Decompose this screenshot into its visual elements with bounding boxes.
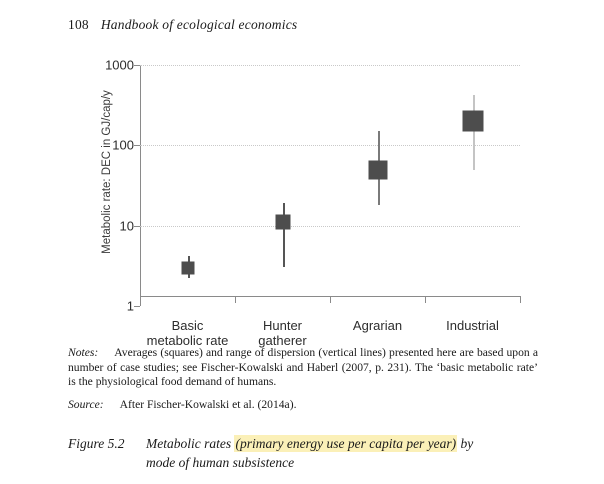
figure-caption: Figure 5.2 Metabolic rates (primary energ… — [68, 434, 548, 472]
metabolic-rate-chart: Metabolic rate: DEC in GJ/cap/y 1000 100 1… — [0, 48, 604, 348]
source-label: Source: — [68, 398, 104, 411]
source-text: After Fischer-Kowalski et al. (2014a). — [119, 398, 297, 411]
source-block: Source: After Fischer-Kowalski et al. (20… — [68, 398, 538, 413]
x-tick-mark-3 — [425, 296, 426, 303]
x-axis-label-3: Industrial — [446, 318, 499, 333]
gridline-100 — [140, 145, 520, 147]
book-title: Handbook of ecological economics — [100, 17, 298, 32]
figure-number: Figure 5.2 — [68, 436, 125, 451]
y-tick-label-1: 1 — [126, 298, 134, 314]
data-square-0 — [181, 261, 194, 275]
error-bar-1 — [282, 203, 285, 267]
notes-text: Averages (squares) and range of dispersi… — [68, 346, 538, 389]
x-tick-mark-4 — [520, 296, 521, 303]
running-head: 108 Handbook of ecological economics — [68, 17, 297, 33]
caption-text-before: Metabolic rates — [146, 436, 235, 451]
figure-5-2: Metabolic rate: DEC in GJ/cap/y 1000 100 1… — [0, 48, 604, 348]
notes-block: Notes: Averages (squares) and range of di… — [68, 346, 538, 390]
gridline-10 — [140, 225, 520, 227]
notes-label: Notes: — [68, 346, 99, 359]
y-tick-label-10: 10 — [119, 218, 134, 234]
y-tick-mark-10 — [134, 225, 140, 227]
y-tick-label-1000: 1000 — [105, 57, 134, 73]
data-square-3 — [462, 110, 483, 132]
y-tick-mark-1000 — [134, 65, 140, 66]
caption-text-after: by — [457, 436, 474, 451]
caption-line-2: mode of human subsistence — [146, 455, 295, 470]
plot-area — [140, 65, 520, 306]
x-axis-label-2: Agrarian — [352, 318, 403, 333]
x-tick-mark-1 — [235, 296, 236, 303]
y-axis-title: Metabolic rate: DEC in GJ/cap/y — [101, 90, 113, 254]
x-axis-label-0: Basic metabolic rate — [146, 318, 229, 348]
x-axis-label-1: Hunter gatherer — [258, 318, 307, 348]
data-square-1 — [275, 214, 290, 230]
y-tick-label-100: 100 — [112, 137, 134, 153]
y-tick-mark-100 — [134, 145, 140, 147]
y-tick-mark-1 — [134, 306, 140, 307]
y-axis-line — [140, 65, 141, 306]
page-number: 108 — [68, 17, 89, 32]
caption-highlighted-phrase: (primary energy use per capita per year) — [234, 435, 458, 452]
data-square-2 — [368, 160, 387, 180]
gridline-1000 — [140, 65, 520, 66]
error-bar-3 — [472, 95, 475, 170]
x-tick-mark-2 — [330, 296, 331, 303]
x-tick-mark-0 — [140, 296, 141, 303]
